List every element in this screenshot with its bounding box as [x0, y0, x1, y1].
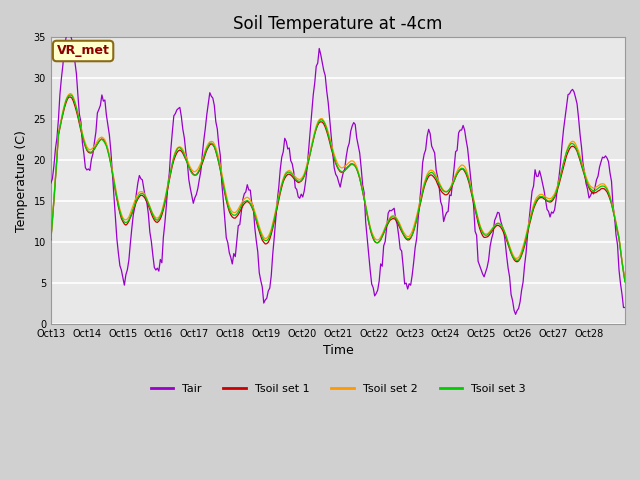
- Text: VR_met: VR_met: [57, 45, 109, 58]
- Legend: Tair, Tsoil set 1, Tsoil set 2, Tsoil set 3: Tair, Tsoil set 1, Tsoil set 2, Tsoil se…: [146, 380, 530, 398]
- Title: Soil Temperature at -4cm: Soil Temperature at -4cm: [233, 15, 443, 33]
- Y-axis label: Temperature (C): Temperature (C): [15, 130, 28, 231]
- X-axis label: Time: Time: [323, 344, 353, 357]
